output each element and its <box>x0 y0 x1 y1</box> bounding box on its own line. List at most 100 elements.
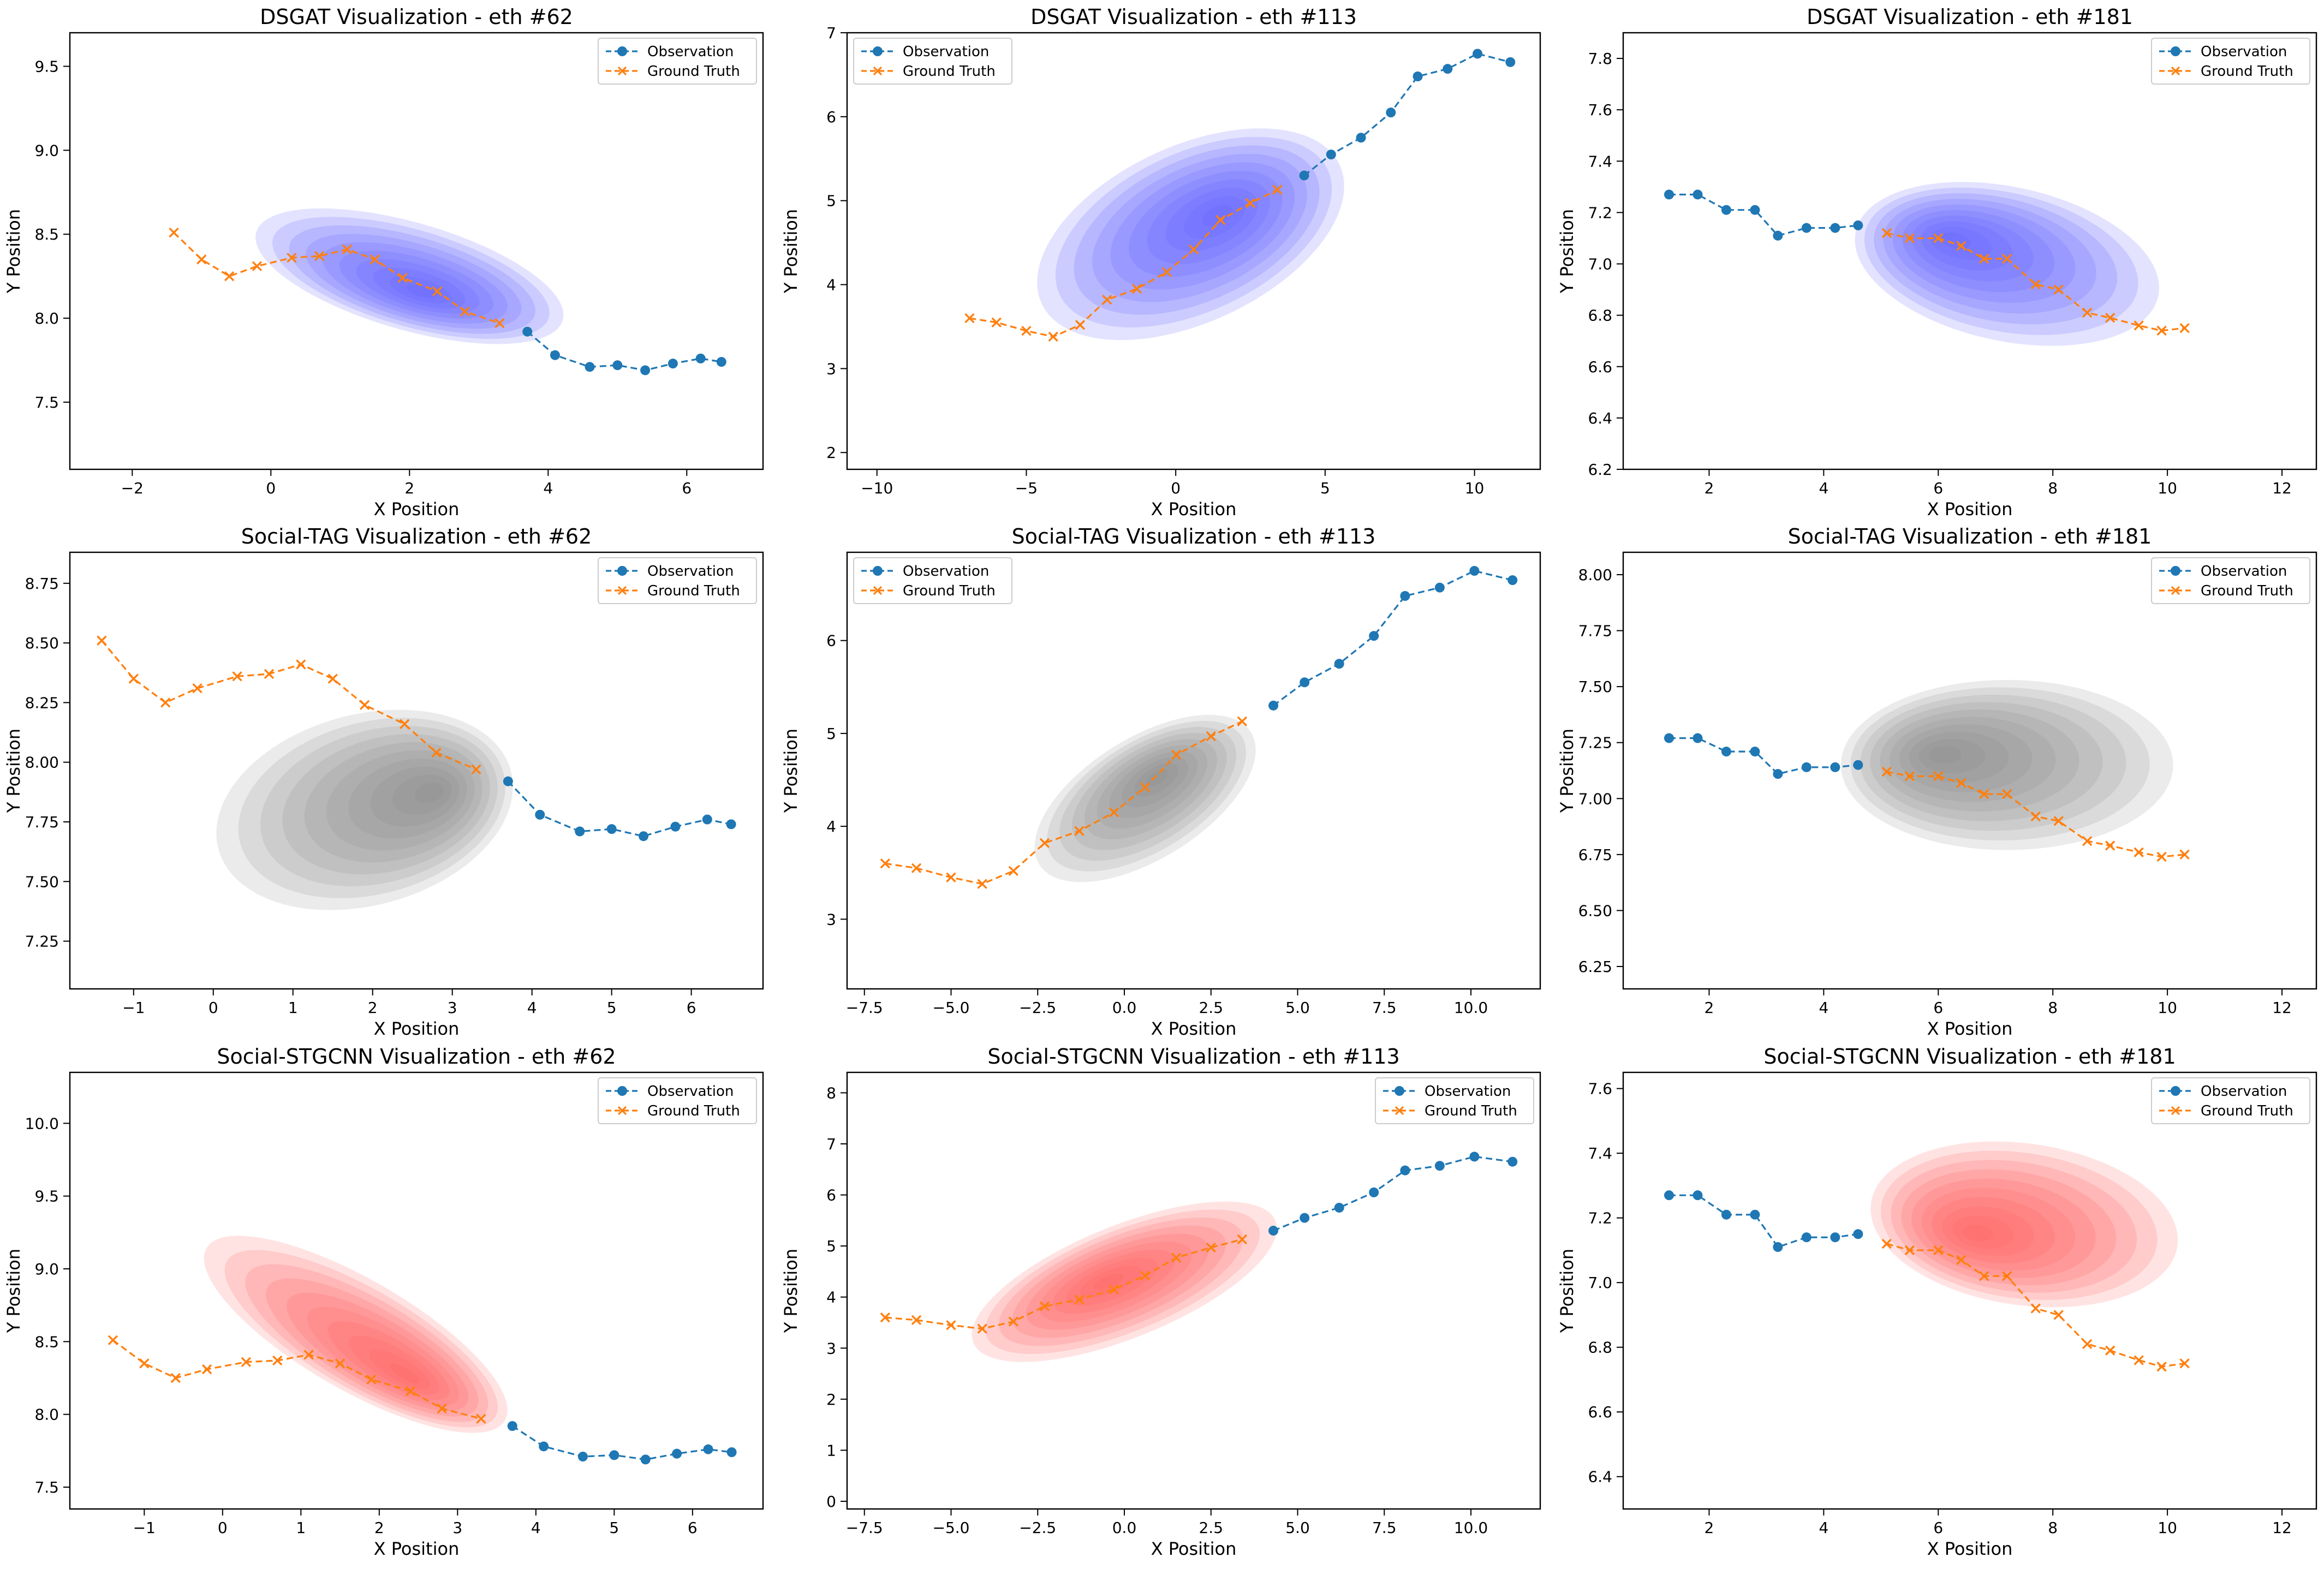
legend-entry: Observation <box>2201 44 2287 60</box>
x-tick-label: 12 <box>2272 1519 2292 1537</box>
observation-point <box>539 1441 549 1452</box>
legend-marker-cross <box>1395 1106 1404 1115</box>
legend: Observation Ground Truth <box>598 1077 757 1124</box>
ground-truth-point <box>1008 1316 1019 1327</box>
ground-truth-point <box>2002 789 2012 800</box>
legend-entry: Ground Truth <box>1425 1103 1517 1119</box>
density-level <box>1850 687 2150 840</box>
x-tick-label: 3 <box>448 999 457 1017</box>
density-level <box>972 1201 1277 1362</box>
ground-truth-point <box>991 317 1002 327</box>
density-level <box>1880 709 2079 812</box>
chart-panel: −1 0 1 2 3 4 5 6 7.5 8.0 8.5 9.0 9.5 10.0 Social-STGCN… <box>0 1040 768 1569</box>
legend: Observation Ground Truth <box>2151 1077 2310 1124</box>
observation-point <box>1300 1213 1310 1223</box>
series-layer <box>1664 189 2190 336</box>
y-tick-label: 0 <box>826 1493 836 1511</box>
y-tick-label: 6.75 <box>1578 846 1612 864</box>
density-contours <box>1840 679 2173 850</box>
ground-truth-point <box>2030 1303 2041 1314</box>
y-tick-label: 7.75 <box>1578 622 1612 640</box>
ground-truth-point <box>2105 1345 2116 1356</box>
observation-line <box>1668 1194 1858 1248</box>
density-level <box>414 783 444 803</box>
ground-truth-point <box>1048 331 1058 342</box>
y-tick-label: 5 <box>826 192 836 210</box>
density-level <box>287 1292 469 1411</box>
y-tick-label: 3 <box>826 360 836 378</box>
y-axis-label: Y Position <box>1557 209 1577 294</box>
y-tick-label: 7.8 <box>1588 50 1612 68</box>
observation-line <box>1668 737 1858 775</box>
y-tick-label: 7.5 <box>34 1478 59 1496</box>
density-level <box>1855 182 2159 346</box>
density-level <box>1930 226 1992 260</box>
density-level <box>1911 1178 2096 1278</box>
x-axis-label: X Position <box>1151 499 1237 520</box>
ground-truth-line <box>101 640 477 771</box>
y-axis-label: Y Position <box>1557 729 1577 813</box>
observation-point <box>606 824 617 834</box>
y-tick-label: 6.6 <box>1588 1403 1612 1421</box>
ground-truth-point <box>303 1350 314 1360</box>
ground-truth-point <box>1140 782 1151 792</box>
x-tick-label: 1 <box>296 1519 306 1537</box>
chart-title: Social-STGCNN Visualization - eth #181 <box>1763 1045 2176 1069</box>
ground-truth-point <box>170 1373 181 1383</box>
density-level <box>1942 1206 2035 1256</box>
observation-point <box>1773 230 1783 241</box>
ground-truth-point <box>1075 320 1086 330</box>
x-tick-label: 7.5 <box>1372 1519 1397 1537</box>
x-tick-label: 0 <box>1171 479 1181 497</box>
chart-title: Social-TAG Visualization - eth #62 <box>241 524 592 548</box>
y-tick-label: 7.75 <box>25 813 59 831</box>
ground-truth-point <box>437 1403 447 1414</box>
x-axis-label: X Position <box>1927 1538 2013 1559</box>
ground-truth-point <box>2156 1362 2167 1372</box>
legend-box <box>598 1077 757 1124</box>
legend-box <box>2151 38 2310 85</box>
density-level <box>370 766 460 827</box>
y-axis-label: Y Position <box>3 1249 24 1333</box>
observation-line <box>511 1425 732 1460</box>
y-tick-label: 1 <box>826 1441 836 1459</box>
y-tick-label: 7.4 <box>1588 1144 1612 1162</box>
ground-truth-point <box>264 669 275 679</box>
ground-truth-point <box>911 1315 922 1326</box>
x-tick-label: 2 <box>1705 479 1714 497</box>
density-level <box>348 758 467 839</box>
ground-truth-point <box>1188 244 1199 255</box>
ground-truth-point <box>252 261 263 271</box>
observation-point <box>535 809 545 820</box>
density-level <box>1892 204 2076 303</box>
density-level <box>1184 196 1246 239</box>
ground-truth-point <box>1109 807 1119 818</box>
axes-frame <box>846 1071 1541 1510</box>
y-axis-label: Y Position <box>3 729 24 813</box>
density-level <box>238 718 505 898</box>
observation-point <box>1750 205 1760 215</box>
axes-frame <box>846 32 1541 470</box>
ground-truth-point <box>2053 816 2064 826</box>
x-tick-label: 7.5 <box>1372 999 1397 1017</box>
legend-entry: Ground Truth <box>2201 63 2293 80</box>
legend-box <box>2151 1077 2310 1124</box>
ground-truth-point <box>2002 1271 2012 1281</box>
x-tick-label: 0.0 <box>1112 999 1137 1017</box>
x-tick-label: 4 <box>531 1519 541 1537</box>
density-level <box>1053 1249 1175 1314</box>
x-tick-label: 2 <box>368 999 378 1017</box>
x-tick-label: 6 <box>1933 999 1943 1017</box>
y-tick-label: 7.2 <box>1588 1209 1612 1227</box>
observation-point <box>668 359 678 369</box>
y-tick-label: 7.5 <box>34 393 59 411</box>
chart-svg: −1 0 1 2 3 4 5 6 7.5 8.0 8.5 9.0 9.5 10.0 Social-STGCN… <box>3 1045 764 1559</box>
y-tick-label: 8.00 <box>25 754 59 772</box>
density-level <box>1918 739 1986 773</box>
density-level <box>204 1236 508 1433</box>
observation-point <box>1830 762 1840 772</box>
legend: Observation Ground Truth <box>598 38 757 85</box>
y-tick-label: 6 <box>826 108 836 126</box>
legend: Observation Ground Truth <box>2151 557 2310 604</box>
density-level <box>1165 188 1258 252</box>
